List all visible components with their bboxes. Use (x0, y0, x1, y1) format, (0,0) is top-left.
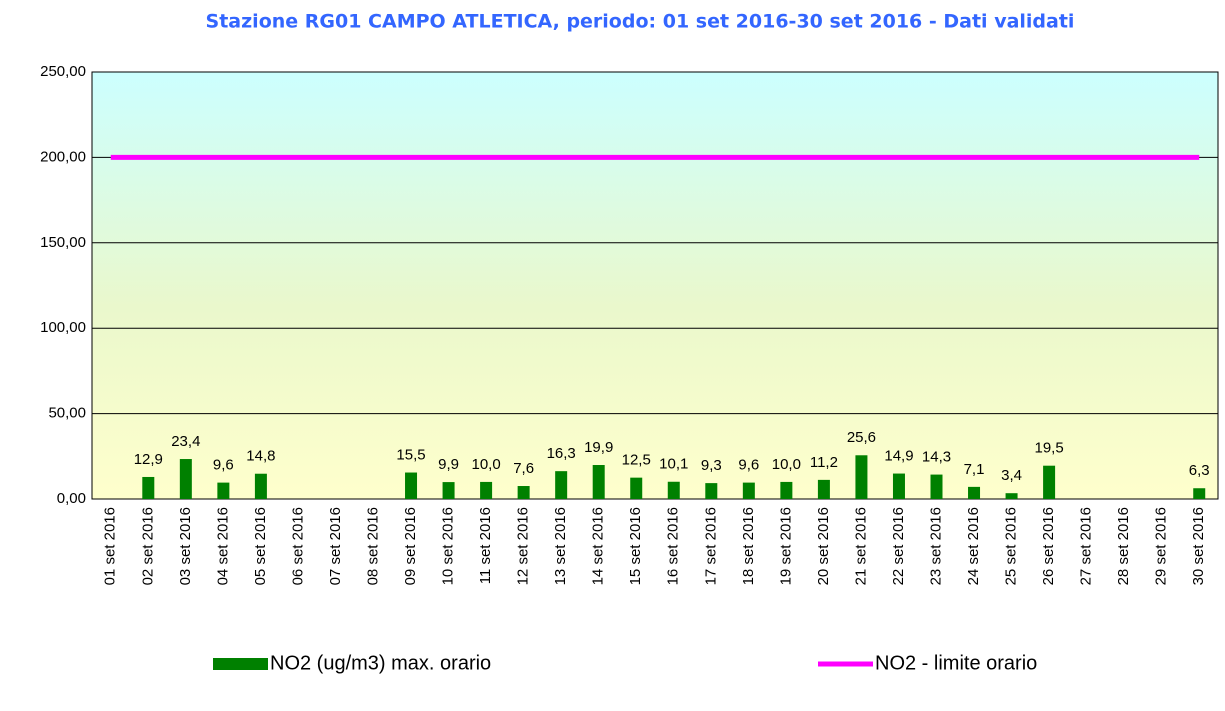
data-label: 9,6 (213, 457, 234, 474)
x-tick-label: 07 set 2016 (327, 507, 344, 585)
data-label: 6,3 (1189, 462, 1210, 479)
x-tick-label: 14 set 2016 (590, 507, 607, 585)
plot-area (91, 71, 1219, 500)
x-tick-label: 15 set 2016 (627, 507, 644, 585)
x-tick-label: 26 set 2016 (1040, 507, 1057, 585)
y-tick-label: 50,00 (48, 405, 86, 422)
bar (217, 482, 230, 499)
bar (1005, 493, 1018, 499)
bar (254, 473, 267, 499)
bar (480, 481, 493, 499)
bar (968, 486, 981, 499)
legend-label: NO2 - limite orario (875, 652, 1037, 674)
y-tick-label: 0,00 (57, 490, 86, 507)
data-label: 19,5 (1034, 440, 1063, 457)
x-tick-label: 20 set 2016 (815, 507, 832, 585)
bar (817, 479, 830, 499)
x-tick-label: 05 set 2016 (252, 507, 269, 585)
data-label: 7,1 (964, 461, 985, 478)
data-label: 10,0 (471, 456, 500, 473)
x-tick-label: 21 set 2016 (852, 507, 869, 585)
legend-swatch (213, 658, 268, 670)
data-label: 10,0 (772, 456, 801, 473)
data-label: 15,5 (396, 446, 425, 463)
x-tick-label: 11 set 2016 (477, 507, 494, 584)
x-tick-label: 23 set 2016 (927, 507, 944, 585)
data-label: 16,3 (547, 445, 576, 462)
x-tick-label: 30 set 2016 (1190, 507, 1207, 585)
bar (555, 471, 568, 499)
data-label: 14,8 (246, 448, 275, 465)
x-tick-label: 13 set 2016 (552, 507, 569, 585)
x-tick-label: 28 set 2016 (1115, 507, 1132, 585)
bar (705, 483, 718, 499)
x-tick-label: 16 set 2016 (665, 507, 682, 585)
bar (1193, 488, 1206, 499)
x-tick-label: 29 set 2016 (1153, 507, 1170, 585)
data-label: 14,9 (884, 448, 913, 465)
data-label: 12,9 (134, 451, 163, 468)
x-tick-label: 12 set 2016 (515, 507, 532, 585)
data-label: 11,2 (810, 454, 838, 471)
bar (142, 476, 155, 499)
x-tick-label: 09 set 2016 (402, 507, 419, 585)
data-label: 7,6 (513, 460, 534, 477)
y-tick-label: 250,00 (40, 63, 86, 80)
x-tick-label: 03 set 2016 (177, 507, 194, 585)
bar (742, 482, 755, 499)
data-label: 10,1 (659, 456, 688, 473)
bar (780, 481, 793, 499)
bar (442, 482, 455, 499)
data-label: 23,4 (171, 433, 200, 450)
bar (179, 459, 192, 499)
y-tick-label: 150,00 (40, 234, 86, 251)
x-tick-label: 22 set 2016 (890, 507, 907, 585)
x-tick-label: 17 set 2016 (702, 507, 719, 585)
data-label: 25,6 (847, 429, 876, 446)
data-label: 3,4 (1001, 467, 1022, 484)
bar (592, 465, 605, 499)
y-tick-label: 100,00 (40, 319, 86, 336)
x-tick-label: 04 set 2016 (214, 507, 231, 585)
bar (630, 477, 643, 499)
x-tick-label: 01 set 2016 (102, 507, 119, 585)
data-label: 9,6 (738, 457, 759, 474)
legend-label: NO2 (ug/m3) max. orario (270, 652, 491, 674)
bar (405, 472, 418, 499)
y-tick-label: 200,00 (40, 148, 86, 165)
data-label: 19,9 (584, 439, 613, 456)
bar (930, 474, 943, 499)
chart-title: Stazione RG01 CAMPO ATLETICA, periodo: 0… (206, 11, 1075, 33)
data-label: 9,9 (438, 456, 459, 473)
x-tick-label: 06 set 2016 (289, 507, 306, 585)
x-tick-label: 27 set 2016 (1078, 507, 1095, 585)
x-tick-label: 02 set 2016 (139, 507, 156, 585)
data-label: 14,3 (922, 449, 951, 466)
bar (892, 473, 905, 499)
x-tick-label: 08 set 2016 (364, 507, 381, 585)
data-label: 12,5 (622, 452, 651, 469)
bar (517, 486, 530, 499)
x-tick-label: 25 set 2016 (1003, 507, 1020, 585)
bar (1043, 465, 1056, 499)
x-tick-label: 10 set 2016 (440, 507, 457, 585)
bar (855, 455, 868, 499)
x-tick-label: 19 set 2016 (777, 507, 794, 585)
data-label: 9,3 (701, 457, 722, 474)
x-tick-label: 24 set 2016 (965, 507, 982, 585)
x-tick-label: 18 set 2016 (740, 507, 757, 585)
bar (667, 481, 680, 499)
